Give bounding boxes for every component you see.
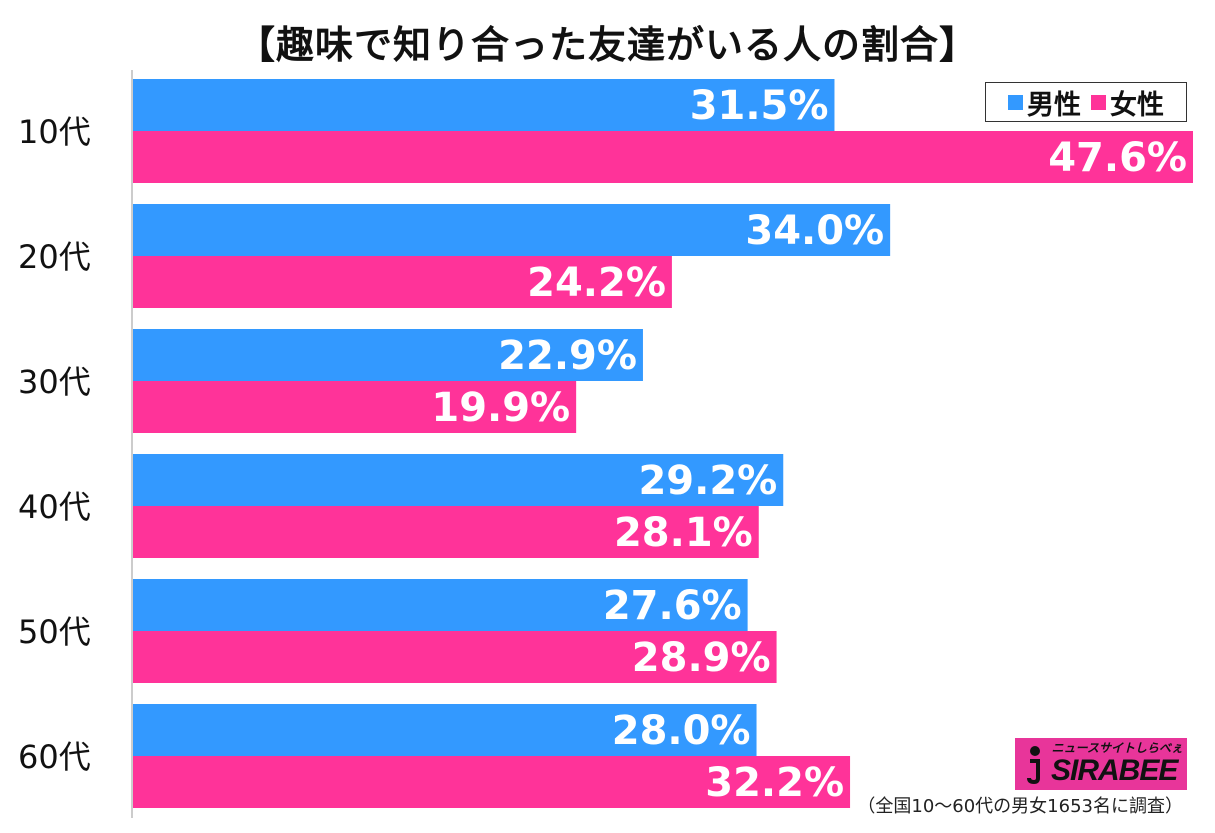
logo-mark-icon bbox=[1027, 746, 1040, 784]
sirabee-logo: ニュースサイトしらべぇ SIRABEE bbox=[1015, 738, 1187, 790]
source-note: （全国10～60代の男女1653名に調査） bbox=[857, 796, 1183, 817]
logo-tagline: ニュースサイトしらべぇ bbox=[1051, 741, 1183, 755]
bar-male bbox=[133, 204, 891, 256]
data-label: 22.9% bbox=[498, 333, 637, 379]
legend-swatch-female bbox=[1091, 94, 1106, 110]
legend-label-male: 男性 bbox=[1027, 89, 1081, 121]
data-label: 34.0% bbox=[745, 208, 884, 254]
data-label: 47.6% bbox=[1048, 135, 1187, 181]
bar-female bbox=[133, 756, 851, 808]
category-label: 10代 bbox=[18, 113, 91, 151]
bar-female bbox=[133, 506, 759, 558]
bar-male bbox=[133, 79, 835, 131]
legend: 男性 女性 bbox=[985, 82, 1187, 122]
legend-swatch-male bbox=[1008, 94, 1023, 110]
data-label: 31.5% bbox=[690, 83, 829, 129]
bar-male bbox=[133, 454, 784, 506]
legend-item-female: 女性 bbox=[1091, 83, 1164, 122]
category-label: 50代 bbox=[18, 613, 91, 651]
category-label: 20代 bbox=[18, 238, 91, 276]
data-label: 29.2% bbox=[638, 458, 777, 504]
data-label: 28.0% bbox=[612, 708, 751, 754]
chart-title: 【趣味で知り合った友達がいる人の割合】 bbox=[236, 23, 978, 67]
data-label: 28.9% bbox=[632, 635, 771, 681]
data-label: 27.6% bbox=[603, 583, 742, 629]
data-label: 32.2% bbox=[705, 760, 844, 806]
data-label: 24.2% bbox=[527, 260, 666, 306]
legend-item-male: 男性 bbox=[1008, 83, 1081, 122]
category-label: 60代 bbox=[18, 738, 91, 776]
bar-female bbox=[133, 256, 672, 308]
bar-male bbox=[133, 704, 757, 756]
data-label: 28.1% bbox=[614, 510, 753, 556]
bar-male bbox=[133, 579, 748, 631]
bar-female bbox=[133, 381, 577, 433]
category-label: 30代 bbox=[18, 363, 91, 401]
data-label: 19.9% bbox=[431, 385, 570, 431]
logo-wordmark: SIRABEE bbox=[1051, 754, 1178, 787]
bar-female bbox=[133, 631, 777, 683]
legend-label-female: 女性 bbox=[1110, 89, 1164, 121]
bar-male bbox=[133, 329, 643, 381]
bar-female bbox=[133, 131, 1193, 183]
category-label: 40代 bbox=[18, 488, 91, 526]
